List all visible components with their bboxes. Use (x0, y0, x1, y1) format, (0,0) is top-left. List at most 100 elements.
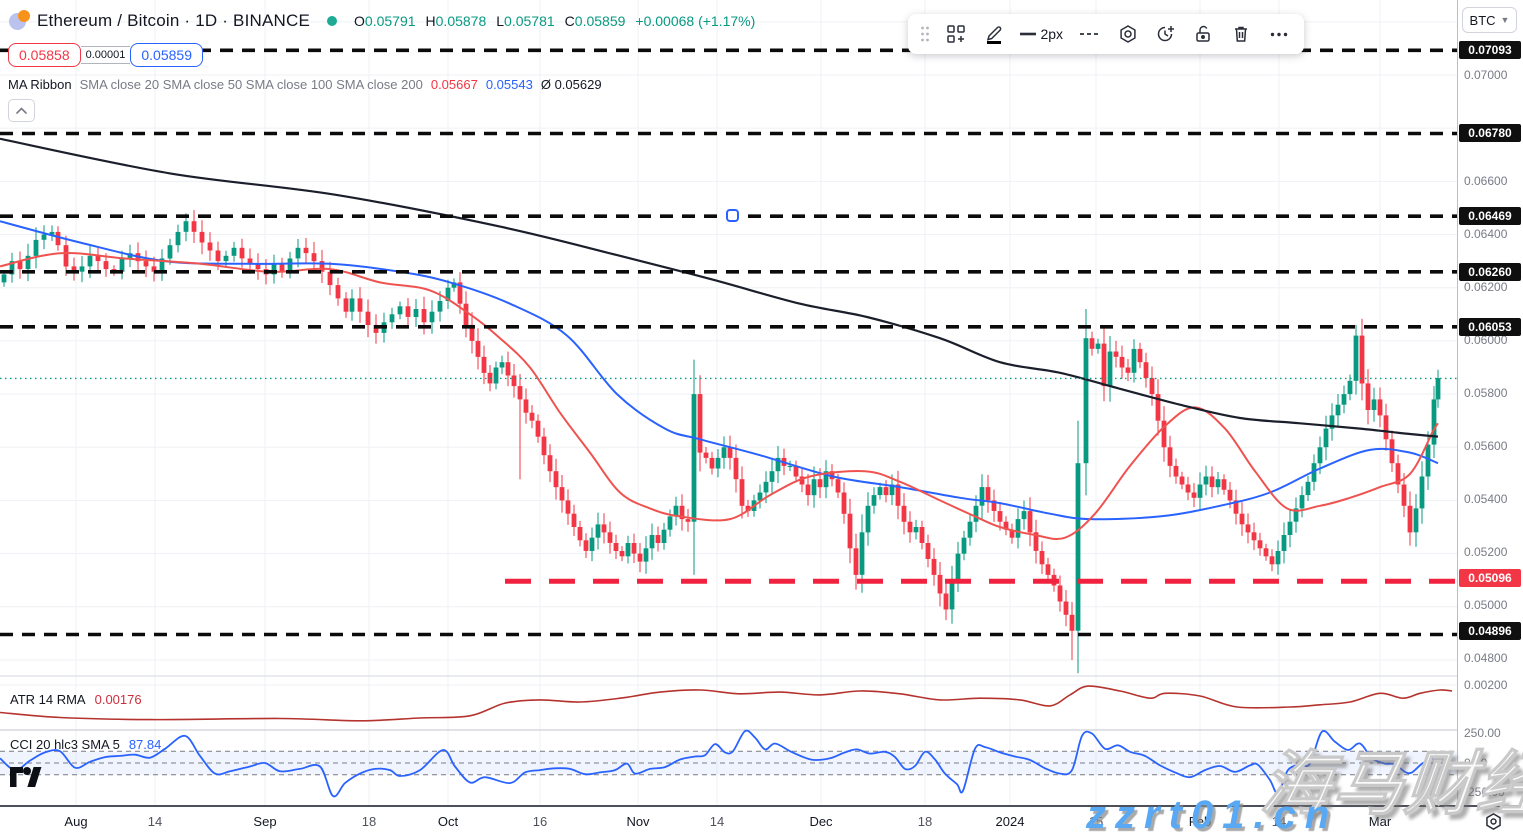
price-scale-tick: 250.00 (1464, 726, 1501, 740)
price-scale-tick: 0.07000 (1464, 68, 1508, 82)
ma-ribbon-title: MA Ribbon (8, 77, 72, 92)
more-options-icon[interactable] (1262, 18, 1296, 50)
candle-body (511, 375, 517, 387)
candle-body (607, 532, 613, 543)
market-status-icon (327, 16, 338, 26)
time-axis-label[interactable]: 14 (1271, 814, 1287, 829)
candle-body (1401, 484, 1407, 506)
candle-body (703, 452, 709, 458)
chevron-down-icon: ▼ (1500, 15, 1510, 25)
drawing-selection-handle[interactable] (726, 209, 739, 222)
candle-body (913, 527, 919, 533)
candle-body (143, 261, 149, 267)
candle-body (1353, 335, 1359, 381)
candle-body (95, 255, 101, 262)
candle-body (343, 298, 349, 312)
candle-body (757, 492, 763, 501)
candle-body (437, 301, 443, 312)
clock-add-icon[interactable] (1149, 18, 1183, 50)
time-axis-label[interactable]: 15 (1088, 814, 1104, 829)
time-axis-label[interactable]: Oct (437, 814, 459, 829)
candle-body (961, 537, 967, 554)
candle-body (817, 479, 823, 488)
candle-body (619, 551, 625, 557)
time-axis-label[interactable]: 2024 (995, 814, 1025, 829)
time-axis-label[interactable]: Aug (64, 814, 88, 829)
time-axis-label[interactable]: Dec (809, 814, 833, 829)
candle-body (1377, 399, 1383, 416)
candle-body (1293, 508, 1299, 522)
candle-body (919, 527, 925, 543)
candle-body (1227, 489, 1233, 501)
candle-body (733, 457, 739, 480)
time-axis-label[interactable]: 14 (709, 814, 725, 829)
candle-body (661, 529, 667, 543)
candle-body (1167, 447, 1173, 466)
sell-button[interactable]: 0.05858 (8, 43, 81, 67)
candle-body (655, 535, 661, 543)
toolbar-drag-handle-icon[interactable] (916, 18, 935, 50)
candle-body (405, 306, 411, 317)
candle-body (231, 247, 237, 256)
candle-body (463, 303, 469, 325)
time-axis-label[interactable]: 18 (361, 814, 377, 829)
candle-body (529, 412, 535, 421)
cci-legend: CCI 20 hlc3 SMA 5 87.84 (10, 737, 161, 752)
time-axis-label[interactable]: Mar (1368, 814, 1392, 829)
candle-body (1269, 556, 1275, 565)
candle-body (1311, 463, 1317, 482)
candle-body (667, 516, 673, 530)
price-scale[interactable]: BTC ▼ 0.07000 0.06600 0.06400 0.06200 0.0600… (1457, 0, 1523, 805)
time-axis-label[interactable]: Feb (1188, 814, 1212, 829)
time-axis[interactable]: Aug 14 Sep 18 Oct 16 Nov 14 Dec 18 2024 15 Feb 14 Mar (0, 805, 1523, 834)
delete-icon[interactable] (1224, 18, 1258, 50)
time-axis-label[interactable]: Sep (253, 814, 277, 829)
candle-body (949, 580, 955, 610)
line-color-icon[interactable] (977, 18, 1011, 50)
candle-body (1359, 335, 1365, 384)
candle-body (739, 479, 745, 506)
time-axis-label[interactable]: 14 (147, 814, 163, 829)
lock-icon[interactable] (1187, 18, 1221, 50)
chart-plot-area[interactable] (0, 0, 1457, 805)
price-scale-tick: 0.06400 (1464, 227, 1508, 241)
price-scale-tick: -250.00 (1464, 785, 1505, 799)
candle-body (931, 558, 937, 575)
candle-body (1203, 476, 1209, 485)
candle-body (697, 394, 703, 453)
template-icon[interactable] (939, 18, 973, 50)
cci-line (0, 729, 1439, 798)
buy-button[interactable]: 0.05859 (130, 43, 203, 67)
time-axis-label[interactable]: Nov (626, 814, 650, 829)
candle-body (493, 367, 499, 384)
candle-body (1413, 508, 1419, 533)
price-scale-tick: 0.04800 (1464, 651, 1508, 665)
candle-body (1173, 465, 1179, 477)
candle-body (287, 258, 293, 272)
candle-body (215, 250, 221, 262)
time-axis-label[interactable]: 16 (532, 814, 548, 829)
settings-icon[interactable] (1111, 18, 1145, 50)
tradingview-logo-icon[interactable] (10, 767, 48, 798)
symbol-title[interactable]: Ethereum / Bitcoin · 1D · BINANCE (37, 11, 311, 30)
candle-body (63, 245, 69, 267)
line-width-button[interactable]: 2px (1014, 18, 1069, 50)
legend-collapse-button[interactable] (8, 99, 35, 122)
candle-body (565, 500, 571, 514)
currency-unit-button[interactable]: BTC ▼ (1462, 7, 1517, 33)
ma-value-1: 0.05667 (430, 77, 478, 92)
candle-body (787, 465, 793, 468)
candle-body (445, 287, 451, 301)
candle-body (673, 505, 679, 517)
atr-legend: ATR 14 RMA 0.00176 (10, 692, 142, 707)
ohlc-item: L0.05781 (496, 13, 555, 29)
price-scale-tick: 0.00 (1464, 756, 1488, 770)
candle-body (429, 311, 435, 323)
candle-body (613, 543, 619, 551)
ma-average: Ø 0.05629 (540, 77, 602, 92)
time-axis-settings-icon[interactable] (1484, 812, 1503, 834)
candle-body (421, 309, 427, 323)
line-style-icon[interactable] (1073, 18, 1107, 50)
candle-body (71, 266, 77, 272)
time-axis-label[interactable]: 18 (917, 814, 933, 829)
